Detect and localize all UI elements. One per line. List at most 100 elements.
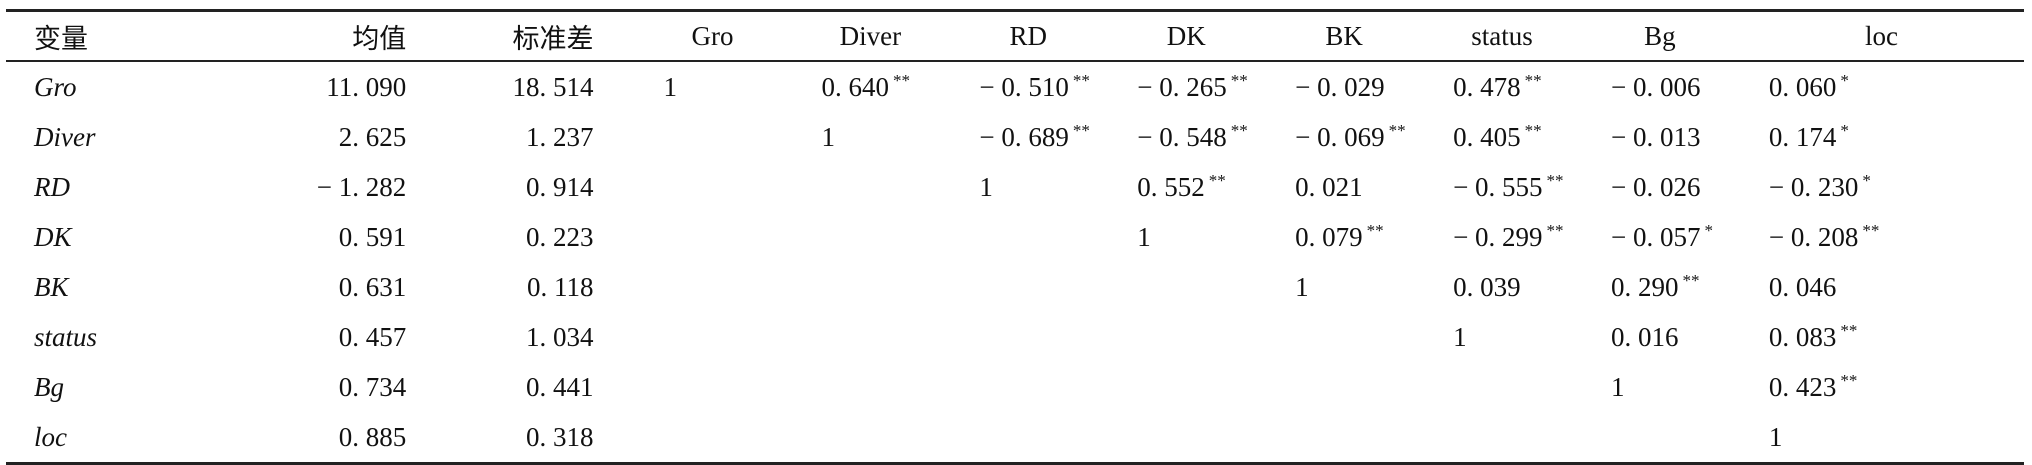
empty-cell <box>791 262 949 312</box>
significance: ** <box>1230 71 1248 90</box>
significance: ** <box>1072 71 1090 90</box>
coefficient: − 0. 510 <box>979 72 1069 102</box>
significance: * <box>1840 121 1849 140</box>
value-cell: 0. 591 <box>338 221 407 252</box>
row-label: status <box>34 321 98 352</box>
empty-cell <box>1107 312 1265 362</box>
empty-cell <box>1265 412 1423 464</box>
value-cell: 1 <box>663 71 678 102</box>
significance: ** <box>1862 221 1880 240</box>
row-label: Diver <box>34 121 96 152</box>
value-cell: 0. 631 <box>338 271 407 302</box>
empty-cell <box>791 412 949 464</box>
table-body: Gro 11. 090 18. 514 1 0. 640 ** − 0. 510 ** − 0.… <box>6 61 2024 464</box>
value-cell: − 0. 555 ** <box>1423 162 1581 212</box>
empty-cell <box>634 212 792 262</box>
row-label: Gro <box>34 71 77 102</box>
empty-cell <box>634 262 792 312</box>
value-cell: 0. 174 * <box>1739 112 2024 162</box>
significance: ** <box>1840 371 1858 390</box>
value-cell: − 0. 026 <box>1610 171 1701 202</box>
coefficient: − 0. 230 <box>1768 172 1859 202</box>
value-cell: 0. 640 ** <box>791 61 949 112</box>
row-label: RD <box>34 171 70 202</box>
value-cell: 0. 478 ** <box>1423 61 1581 112</box>
value-cell: 1. 034 <box>526 321 594 352</box>
significance: * <box>1704 221 1713 240</box>
value-cell: 1 <box>1137 221 1151 252</box>
table-row: Gro 11. 090 18. 514 1 0. 640 ** − 0. 510 ** − 0.… <box>6 61 2024 112</box>
significance: ** <box>1840 321 1858 340</box>
empty-cell <box>949 212 1107 262</box>
value-cell: 0. 423 ** <box>1739 362 2024 412</box>
coefficient: 0. 552 <box>1137 172 1205 202</box>
value-cell: 0. 039 <box>1453 271 1521 302</box>
value-cell: − 1. 282 <box>316 171 407 202</box>
value-cell: − 0. 510 ** <box>949 61 1107 112</box>
value-cell: 0. 552 ** <box>1107 162 1265 212</box>
coefficient: 0. 174 <box>1768 122 1837 152</box>
empty-cell <box>1265 312 1423 362</box>
empty-cell <box>949 412 1107 464</box>
empty-cell <box>791 162 949 212</box>
significance: ** <box>1524 71 1542 90</box>
row-label: Bg <box>34 371 64 402</box>
value-cell: 0. 118 <box>527 271 594 302</box>
empty-cell <box>791 312 949 362</box>
table-row: loc 0. 885 0. 318 1 <box>6 412 2024 464</box>
coefficient: 0. 478 <box>1453 72 1521 102</box>
row-label: BK <box>34 271 69 302</box>
empty-cell <box>634 312 792 362</box>
value-cell: 1 <box>1453 321 1467 352</box>
significance: ** <box>1230 121 1248 140</box>
value-cell: 0. 457 <box>338 321 407 352</box>
empty-cell <box>1423 362 1581 412</box>
coefficient: 0. 290 <box>1610 272 1679 302</box>
significance: ** <box>1388 121 1406 140</box>
value-cell: 0. 016 <box>1610 321 1679 352</box>
empty-cell <box>634 412 792 464</box>
significance: ** <box>1208 171 1226 190</box>
header-cell: Bg <box>1644 20 1676 51</box>
empty-cell <box>949 262 1107 312</box>
empty-cell <box>1107 262 1265 312</box>
coefficient: 0. 083 <box>1768 322 1837 352</box>
header-cell: BK <box>1325 20 1363 51</box>
table-row: RD − 1. 282 0. 914 1 0. 552 ** 0. 021− 0. 555 *… <box>6 162 2024 212</box>
value-cell: 0. 079 ** <box>1265 212 1423 262</box>
header-cell: loc <box>1864 20 1898 51</box>
value-cell: 0. 046 <box>1768 271 1837 302</box>
empty-cell <box>791 362 949 412</box>
empty-cell <box>1265 362 1423 412</box>
coefficient: − 0. 265 <box>1137 72 1227 102</box>
value-cell: − 0. 548 ** <box>1107 112 1265 162</box>
empty-cell <box>1107 362 1265 412</box>
coefficient: − 0. 689 <box>979 122 1069 152</box>
empty-cell <box>1107 412 1265 464</box>
value-cell: 0. 405 ** <box>1423 112 1581 162</box>
value-cell: 0. 885 <box>338 421 407 452</box>
table-header: 变量 均值 标准差 Gro Diver RD DK BK status Bg loc <box>6 10 2024 61</box>
coefficient: 0. 079 <box>1295 222 1363 252</box>
coefficient: − 0. 208 <box>1768 222 1859 252</box>
significance: ** <box>1546 221 1564 240</box>
value-cell: 0. 290 ** <box>1581 262 1739 312</box>
value-cell: − 0. 013 <box>1610 121 1701 152</box>
coefficient: 0. 423 <box>1768 372 1837 402</box>
header-cell: 均值 <box>352 23 407 54</box>
value-cell: 11. 090 <box>326 71 407 102</box>
header-cell: 标准差 <box>512 23 594 54</box>
significance: * <box>1840 71 1849 90</box>
value-cell: − 0. 299 ** <box>1423 212 1581 262</box>
header-row: 变量 均值 标准差 Gro Diver RD DK BK status Bg loc <box>6 10 2024 61</box>
empty-cell <box>949 312 1107 362</box>
value-cell: − 0. 230 * <box>1739 162 2024 212</box>
empty-cell <box>634 362 792 412</box>
value-cell: 0. 060 * <box>1739 61 2024 112</box>
coefficient: 0. 060 <box>1768 72 1837 102</box>
coefficient: − 0. 057 <box>1610 222 1701 252</box>
header-cell: Gro <box>691 20 734 51</box>
row-label: loc <box>34 421 67 452</box>
table-row: Diver 2. 625 1. 237 1− 0. 689 ** − 0. 548 ** − … <box>6 112 2024 162</box>
